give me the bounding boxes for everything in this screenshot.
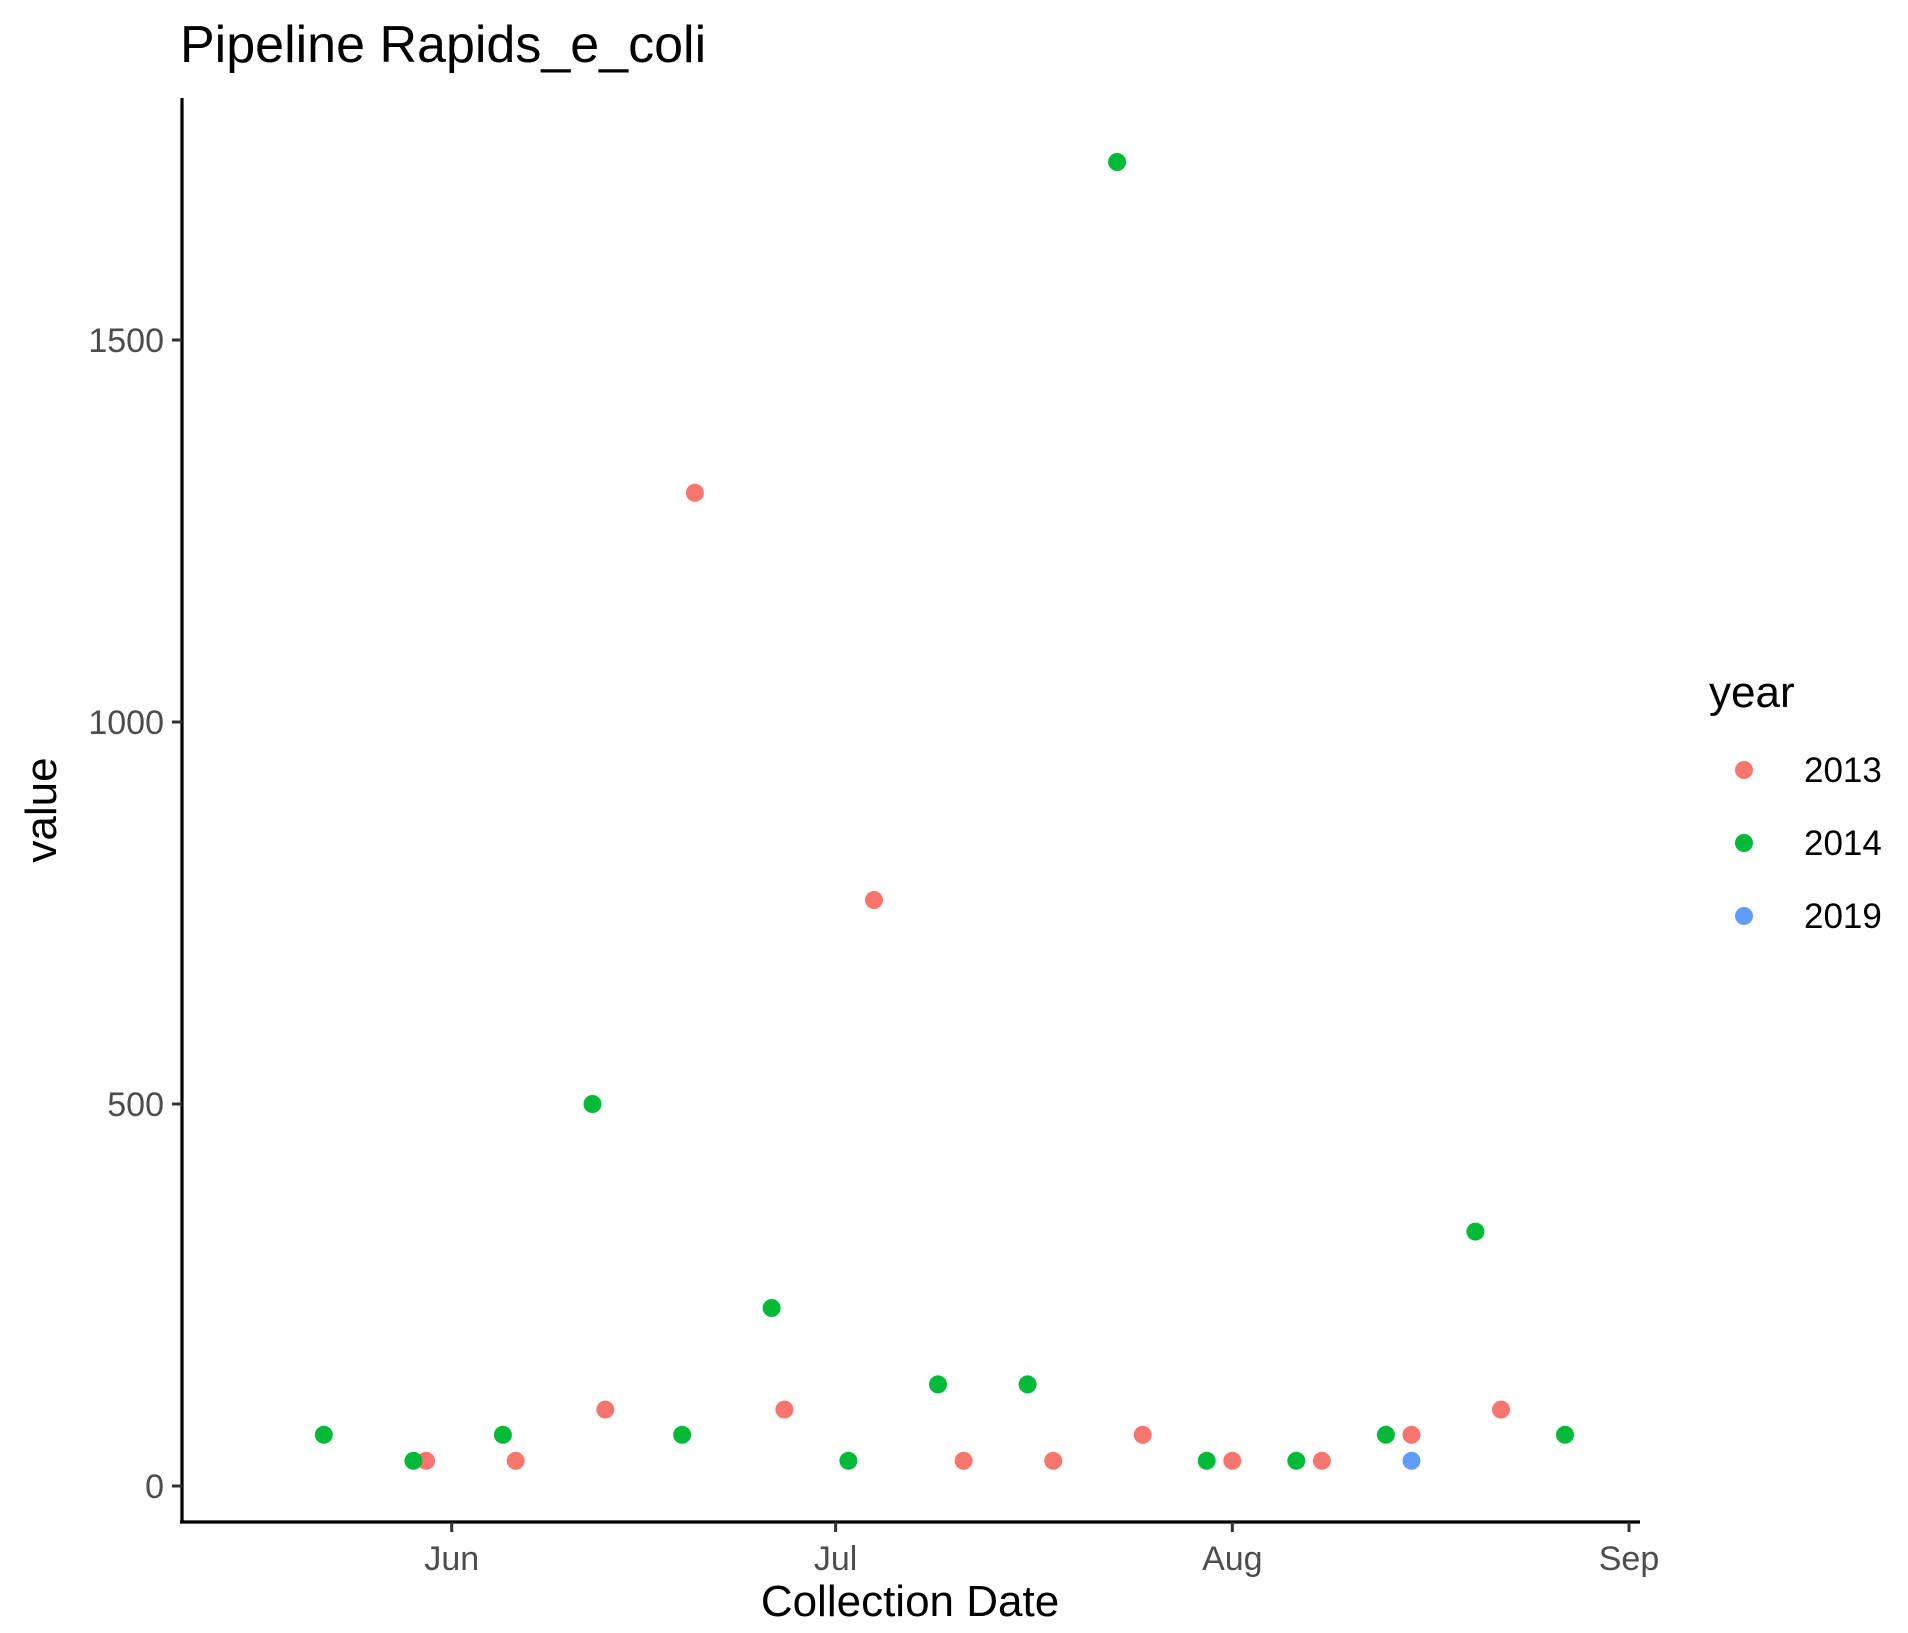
data-point — [1402, 1451, 1421, 1470]
points-layer — [314, 153, 1574, 1470]
data-point — [1133, 1425, 1152, 1444]
x-tick-label: Jul — [814, 1540, 857, 1578]
data-point — [1287, 1451, 1306, 1470]
legend-title: year — [1709, 668, 1795, 717]
data-point — [493, 1425, 512, 1444]
data-point — [583, 1095, 602, 1113]
y-tick-label: 0 — [145, 1468, 164, 1506]
y-tick-label: 1000 — [88, 704, 164, 742]
x-axis-title: Collection Date — [761, 1577, 1059, 1626]
data-point — [673, 1425, 692, 1444]
x-tick-label: Sep — [1599, 1540, 1660, 1578]
data-point — [314, 1425, 333, 1444]
data-point — [762, 1299, 781, 1317]
data-point — [1108, 153, 1127, 171]
data-point — [1018, 1375, 1037, 1394]
data-point — [865, 891, 883, 909]
data-point — [839, 1451, 858, 1470]
chart-title: Pipeline Rapids_e_coli — [180, 16, 706, 74]
x-axis-ticks: Jun Jul Aug Sep — [424, 1522, 1659, 1578]
data-point — [1197, 1451, 1216, 1470]
data-point — [685, 483, 704, 502]
y-axis-title: value — [17, 757, 66, 862]
legend-key — [1735, 907, 1753, 925]
data-point — [1312, 1451, 1331, 1470]
legend-label: 2019 — [1804, 897, 1882, 936]
legend-label: 2014 — [1804, 824, 1882, 863]
data-point — [1492, 1400, 1510, 1419]
data-point — [1556, 1425, 1574, 1444]
data-point — [1376, 1425, 1395, 1444]
data-point — [1402, 1425, 1421, 1444]
y-tick-label: 1500 — [88, 322, 164, 360]
data-point — [417, 1451, 436, 1470]
data-point — [596, 1400, 615, 1419]
x-tick-label: Jun — [424, 1540, 479, 1578]
data-point — [1044, 1451, 1063, 1470]
data-point — [929, 1375, 947, 1394]
data-point — [404, 1451, 423, 1470]
y-tick-label: 500 — [107, 1086, 164, 1124]
legend: year 2013 2014 2019 — [1709, 668, 1882, 936]
data-point — [775, 1400, 794, 1419]
legend-key — [1735, 834, 1753, 852]
legend-label: 2013 — [1804, 751, 1882, 790]
y-axis-ticks: 0 500 1000 1500 — [88, 322, 182, 1506]
data-point — [954, 1451, 973, 1470]
legend-key — [1735, 761, 1753, 779]
data-point — [1223, 1451, 1242, 1470]
data-point — [506, 1451, 525, 1470]
data-point — [1466, 1222, 1485, 1241]
legend-items: 2013 2014 2019 — [1735, 751, 1882, 936]
x-tick-label: Aug — [1202, 1540, 1263, 1578]
